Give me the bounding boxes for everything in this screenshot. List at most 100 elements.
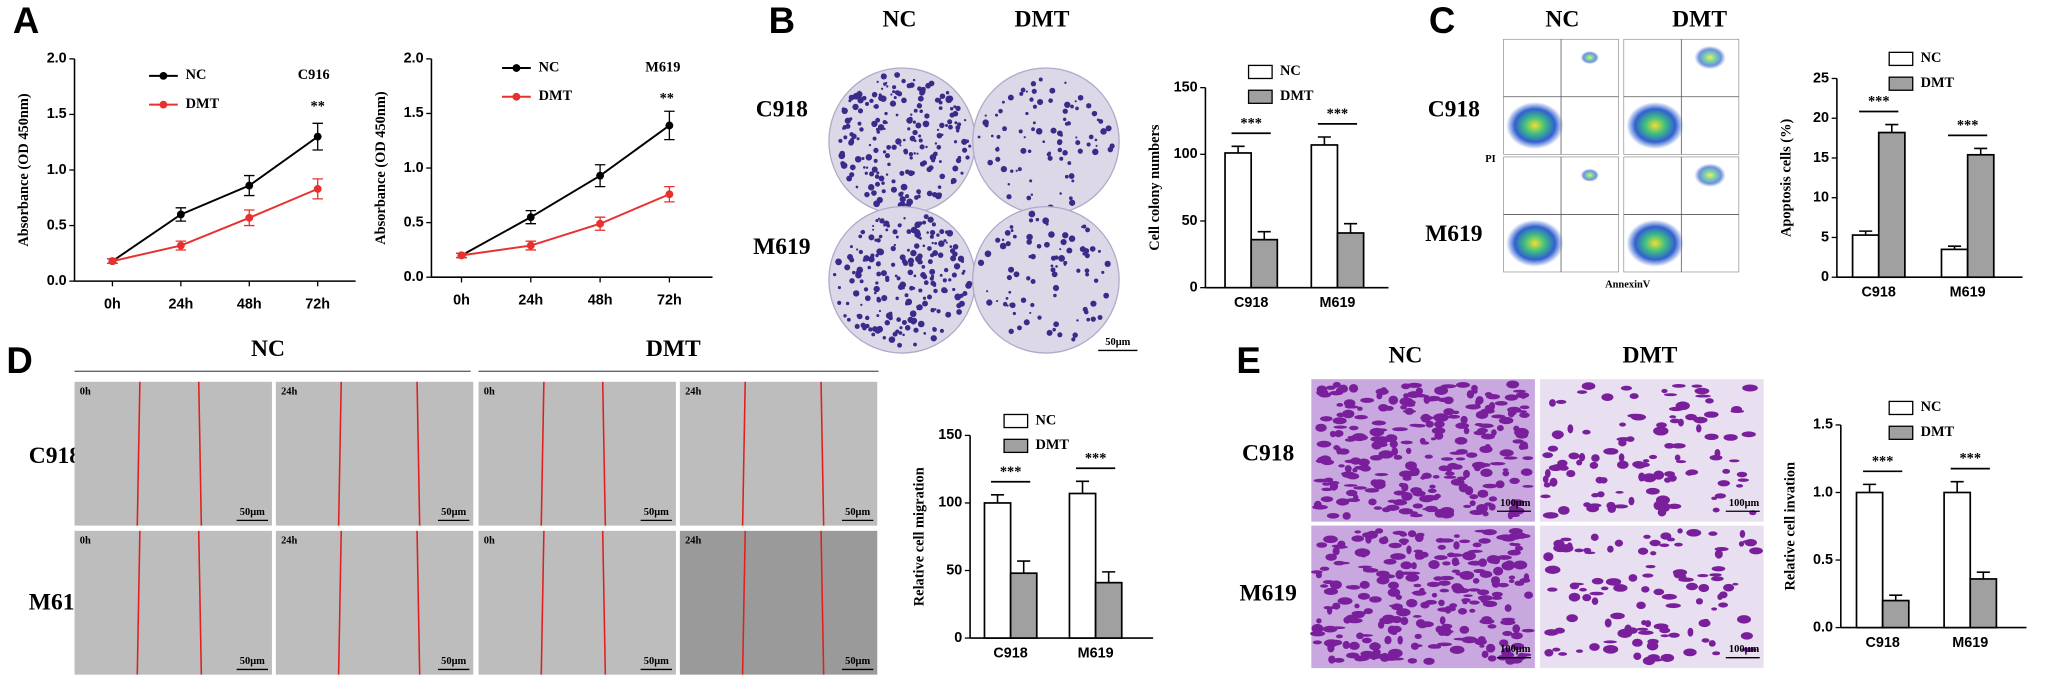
cell bbox=[1342, 640, 1350, 650]
x-tick-label: M619 bbox=[1952, 635, 1988, 651]
wound-edge bbox=[601, 381, 607, 526]
column-label: NC bbox=[251, 336, 285, 362]
cell bbox=[1432, 475, 1440, 479]
line bbox=[461, 124, 670, 257]
cell bbox=[1649, 539, 1661, 547]
cell bbox=[1558, 465, 1569, 471]
legend-label: DMT bbox=[539, 88, 573, 104]
colony bbox=[876, 130, 881, 134]
cell bbox=[1344, 465, 1352, 473]
colony bbox=[932, 327, 937, 332]
cell bbox=[1400, 440, 1413, 445]
cell bbox=[1486, 393, 1501, 400]
cell bbox=[1479, 644, 1485, 648]
colony bbox=[1052, 327, 1056, 332]
colony bbox=[867, 265, 872, 270]
cell bbox=[1473, 430, 1486, 436]
legend-label: DMT bbox=[1280, 88, 1314, 104]
cell bbox=[1425, 396, 1437, 402]
cell bbox=[1420, 415, 1434, 420]
colony bbox=[878, 309, 882, 313]
cell bbox=[1352, 467, 1358, 473]
colony bbox=[897, 342, 903, 348]
cell bbox=[1467, 588, 1481, 592]
colony bbox=[1094, 138, 1098, 142]
colony bbox=[873, 285, 880, 293]
colony bbox=[1031, 127, 1035, 132]
colony bbox=[1075, 136, 1078, 139]
cell bbox=[1397, 635, 1403, 645]
colony bbox=[868, 327, 873, 332]
cell bbox=[1501, 450, 1510, 457]
cell bbox=[1568, 452, 1580, 460]
colony bbox=[1001, 100, 1005, 104]
colony bbox=[1097, 249, 1101, 253]
colony bbox=[897, 284, 904, 290]
colony bbox=[929, 268, 936, 275]
cell bbox=[1718, 591, 1728, 599]
colony bbox=[902, 138, 906, 142]
cell bbox=[1323, 535, 1338, 544]
axis-label: PI bbox=[1485, 154, 1495, 165]
cell bbox=[1618, 439, 1627, 447]
colony bbox=[1030, 302, 1035, 308]
cell bbox=[1653, 501, 1663, 511]
colony bbox=[868, 143, 872, 147]
colony bbox=[956, 303, 962, 309]
cell bbox=[1472, 461, 1487, 469]
colony bbox=[885, 228, 889, 232]
colony bbox=[942, 278, 947, 283]
colony bbox=[948, 278, 952, 282]
cell bbox=[1409, 423, 1422, 427]
cell bbox=[1405, 461, 1417, 471]
colony bbox=[880, 270, 887, 277]
cell bbox=[1714, 493, 1727, 499]
colony bbox=[1045, 222, 1049, 226]
cell bbox=[1582, 594, 1592, 602]
chart-title: M619 bbox=[645, 59, 680, 75]
legend-marker bbox=[159, 71, 168, 80]
cell bbox=[1660, 532, 1672, 540]
scale-label: 50μm bbox=[644, 507, 669, 518]
cell bbox=[1742, 384, 1758, 392]
point bbox=[665, 121, 674, 130]
cell bbox=[1342, 512, 1351, 520]
wound-image bbox=[275, 381, 474, 526]
cell bbox=[1628, 574, 1638, 582]
cell bbox=[1427, 488, 1437, 494]
colony bbox=[922, 220, 927, 225]
colony bbox=[862, 325, 867, 331]
cell bbox=[1328, 481, 1340, 485]
colony bbox=[910, 170, 915, 176]
colony bbox=[849, 164, 856, 171]
colony bbox=[1032, 104, 1037, 109]
colony bbox=[913, 327, 919, 333]
cell bbox=[1742, 539, 1757, 544]
y-tick-label: 50 bbox=[1182, 213, 1198, 229]
legend-label: NC bbox=[1921, 399, 1942, 415]
cell bbox=[1333, 425, 1348, 429]
cell bbox=[1664, 471, 1676, 477]
colony bbox=[960, 171, 964, 175]
cell bbox=[1354, 548, 1371, 557]
cell bbox=[1739, 530, 1746, 538]
colony bbox=[952, 244, 959, 250]
cell bbox=[1445, 471, 1455, 476]
colony bbox=[1068, 173, 1075, 179]
cell bbox=[1424, 505, 1438, 513]
colony bbox=[860, 303, 863, 306]
colony bbox=[926, 190, 933, 197]
colony bbox=[1017, 167, 1022, 172]
colony bbox=[898, 331, 903, 335]
cell bbox=[1603, 640, 1617, 644]
colony bbox=[1064, 174, 1069, 179]
cell bbox=[1436, 642, 1452, 647]
colony bbox=[837, 286, 841, 290]
cell bbox=[1566, 614, 1578, 623]
error-bar bbox=[1231, 145, 1245, 153]
y-tick-label: 0.0 bbox=[404, 269, 424, 285]
colony bbox=[1105, 125, 1112, 132]
colony bbox=[1038, 77, 1043, 82]
cell bbox=[1462, 469, 1470, 479]
colony bbox=[923, 332, 927, 335]
